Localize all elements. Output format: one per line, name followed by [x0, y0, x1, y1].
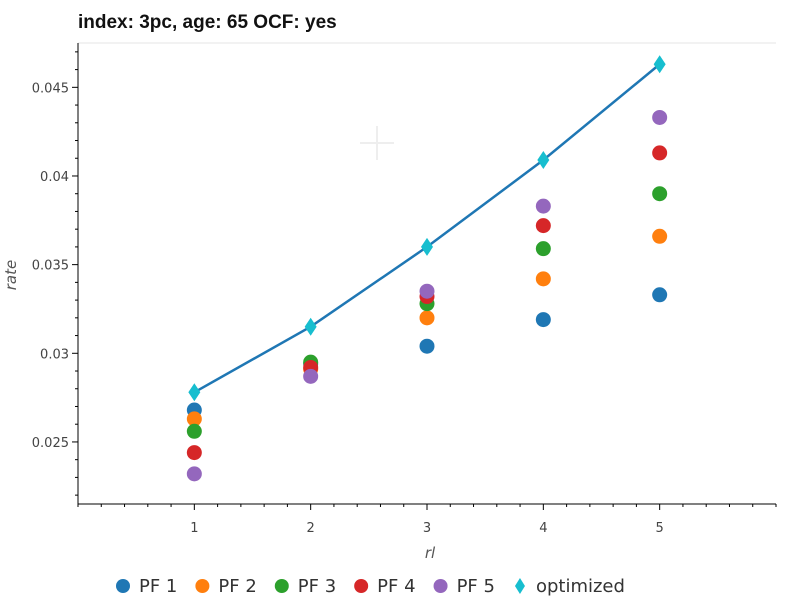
legend-label-pf-2: PF 2 [218, 576, 256, 597]
data-point-optimized [421, 237, 433, 256]
data-point-pf-4 [652, 145, 668, 161]
legend-label-pf-1: PF 1 [139, 576, 177, 597]
axes: 0.025 0.03 0.035 0.04 0.045 1 2 3 4 5 [32, 43, 777, 536]
data-point-pf-2 [186, 411, 202, 427]
data-point-optimized [304, 317, 317, 336]
x-tick-label: 4 [539, 521, 547, 536]
x-tick-label: 5 [656, 521, 664, 536]
data-point-optimized [537, 151, 550, 170]
data-point-pf-1 [652, 287, 668, 303]
x-axis-label: rl [425, 544, 436, 562]
legend-marker-pf-5 [433, 579, 448, 593]
data-point-pf-3 [535, 241, 551, 257]
x-tick-label: 1 [190, 521, 198, 536]
data-point-pf-5 [535, 198, 551, 214]
y-tick-label: 0.04 [40, 170, 69, 185]
data-point-pf-1 [535, 312, 551, 328]
legend-marker-pf-3 [274, 579, 289, 593]
x-tick-label: 3 [423, 521, 431, 536]
chart-title: index: 3pc, age: 65 OCF: yes [78, 12, 337, 33]
data-point-pf-3 [186, 423, 202, 439]
y-tick-label: 0.045 [32, 81, 69, 96]
legend-label-optimized: optimized [536, 576, 625, 597]
y-axis-label: rate [2, 260, 20, 290]
legend-label-pf-4: PF 4 [377, 576, 415, 597]
legend-label-pf-3: PF 3 [298, 576, 336, 597]
data-point-pf-4 [535, 218, 551, 234]
data-point-pf-2 [652, 228, 668, 244]
x-tick-label: 2 [307, 521, 315, 536]
legend-marker-pf-1 [116, 579, 130, 593]
data-point-pf-4 [186, 445, 202, 461]
legend-marker-pf-4 [354, 579, 369, 593]
y-tick-label: 0.035 [32, 259, 69, 274]
data-point-pf-5 [652, 109, 668, 125]
data-point-pf-5 [303, 368, 319, 384]
data-point-pf-5 [186, 466, 202, 482]
data-point-pf-2 [535, 271, 551, 287]
legend-marker-optimized [514, 578, 525, 594]
data-point-optimized [188, 383, 201, 402]
plot-area [186, 55, 668, 482]
legend-label-pf-5: PF 5 [457, 576, 495, 597]
data-point-pf-3 [652, 186, 668, 202]
data-point-pf-5 [419, 283, 435, 299]
y-tick-label: 0.025 [32, 436, 69, 451]
data-point-pf-1 [419, 338, 435, 354]
legend-marker-pf-2 [195, 579, 210, 593]
legend: PF 1 PF 2 PF 3 PF 4 PF 5 optimized [116, 576, 625, 597]
y-tick-label: 0.03 [40, 347, 69, 362]
data-point-optimized [653, 55, 666, 74]
data-point-pf-2 [419, 310, 435, 326]
